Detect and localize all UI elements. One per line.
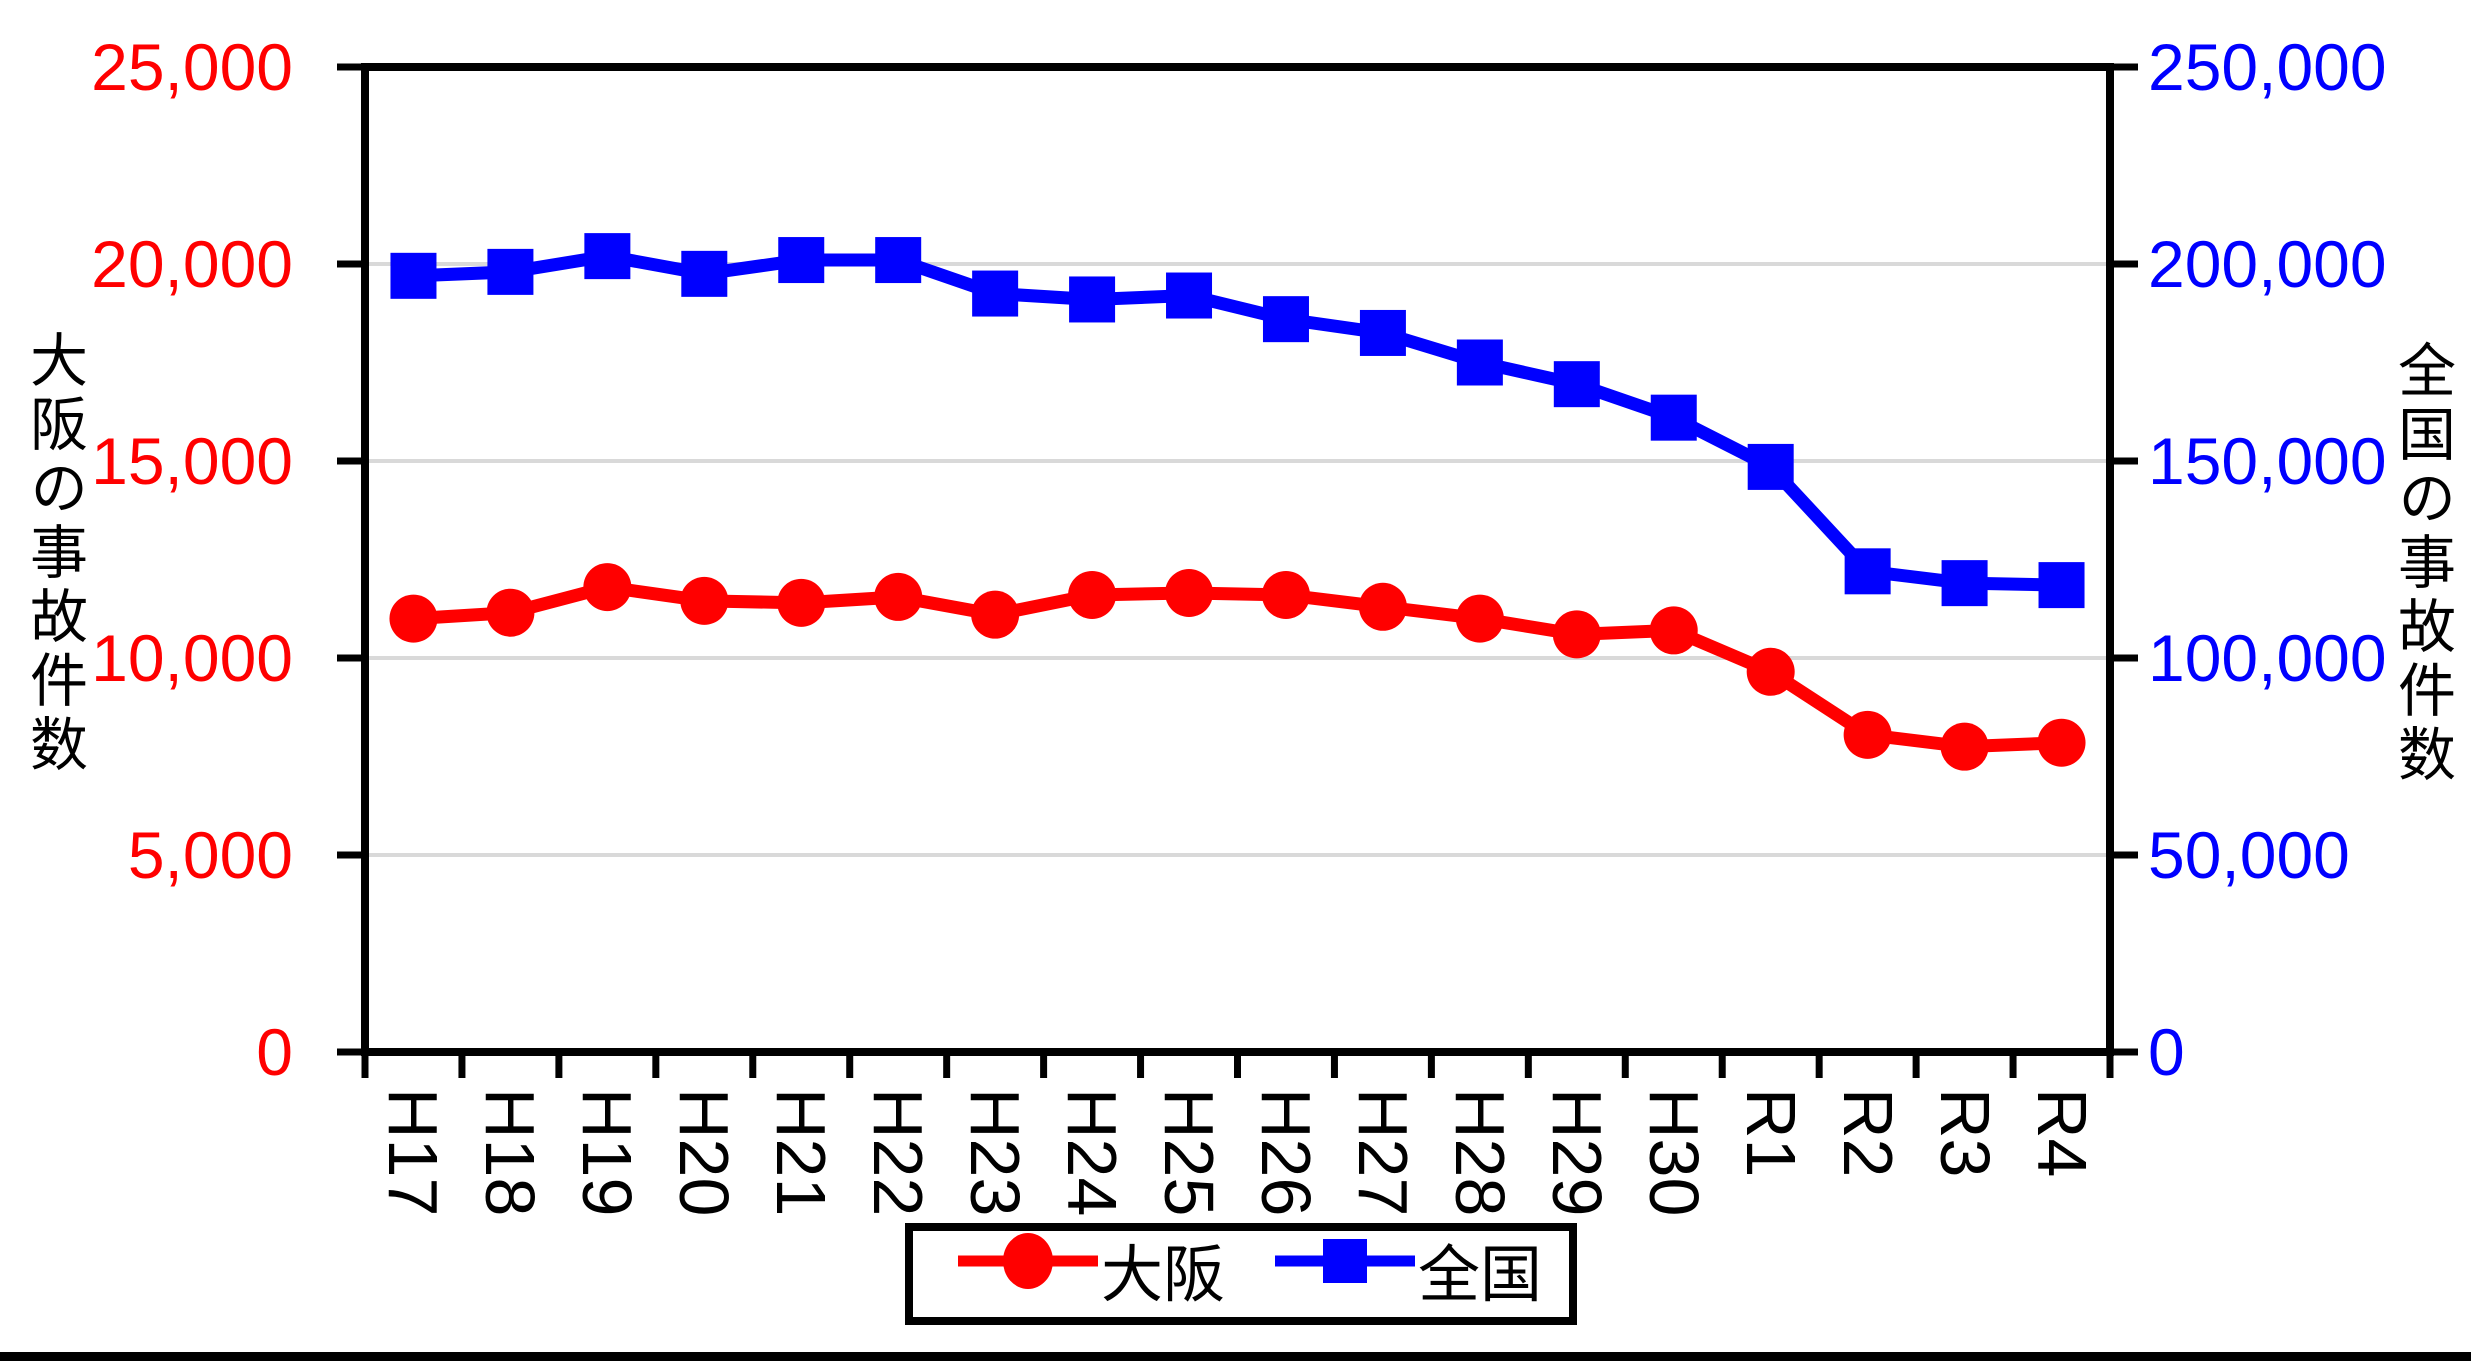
zenkoku-square-marker (1262, 296, 1309, 343)
osaka-circle-marker (1649, 606, 1698, 655)
x-axis-tick-label: H28 (1440, 1088, 1519, 1217)
osaka-circle-marker (1843, 710, 1892, 759)
series-line-osaka (413, 580, 2062, 754)
zenkoku-square-marker (390, 252, 437, 299)
osaka-circle-marker (1455, 594, 1504, 643)
x-axis-tick-label: R3 (1925, 1088, 2004, 1178)
x-axis-tick-label: H29 (1537, 1088, 1616, 1217)
zenkoku-square-marker (1747, 443, 1794, 490)
zenkoku-square-marker (584, 233, 631, 280)
zenkoku-square-marker (1650, 394, 1697, 441)
osaka-circle-marker (1358, 582, 1407, 631)
osaka-circle-marker (486, 588, 535, 637)
x-axis-tick-label: H22 (859, 1088, 938, 1217)
zenkoku-square-marker (1844, 548, 1891, 595)
right-axis-tick-label: 200,000 (2148, 227, 2387, 301)
x-axis-tick-label: H23 (956, 1088, 1035, 1217)
right-axis-tick-label: 0 (2148, 1015, 2185, 1089)
left-axis-title: 大阪の事故件数 (21, 330, 86, 778)
zenkoku-square-marker (875, 237, 922, 284)
zenkoku-line-square-marker-icon (1275, 1239, 1415, 1283)
x-axis-tick-label: H17 (374, 1088, 453, 1217)
left-axis-tick-label: 10,000 (91, 621, 293, 695)
osaka-circle-marker (777, 578, 826, 627)
osaka-circle-marker (1068, 570, 1117, 619)
x-axis-tick-label: H21 (762, 1088, 841, 1217)
osaka-circle-marker (1261, 570, 1310, 619)
osaka-line-circle-marker-icon (958, 1233, 1098, 1289)
right-axis-tick-label: 100,000 (2148, 621, 2387, 695)
legend: 大阪 全国 (905, 1223, 1577, 1325)
left-axis-tick-label: 5,000 (127, 818, 293, 892)
legend-label-osaka: 大阪 (1101, 1241, 1226, 1310)
osaka-circle-marker (583, 563, 632, 612)
x-axis-tick-label: H30 (1634, 1088, 1713, 1217)
osaka-circle-marker (874, 572, 923, 621)
left-axis-tick-label: 25,000 (91, 30, 293, 104)
x-axis-tick-label: H19 (568, 1088, 647, 1217)
series-line-zenkoku (413, 249, 2062, 592)
zenkoku-square-marker (1456, 339, 1503, 386)
zenkoku-square-marker (972, 270, 1019, 317)
zenkoku-square-marker (1941, 560, 1988, 607)
zenkoku-square-marker (681, 250, 728, 297)
osaka-circle-marker (389, 594, 438, 643)
zenkoku-square-marker (487, 248, 534, 295)
x-axis-tick-label: H25 (1150, 1088, 1229, 1217)
x-axis-tick-label: R2 (1828, 1088, 1907, 1178)
zenkoku-square-marker (1166, 272, 1213, 319)
osaka-circle-marker (971, 590, 1020, 639)
x-axis-tick-label: R1 (1731, 1088, 1810, 1178)
osaka-circle-marker (1165, 568, 1214, 617)
x-axis-tick-label: H24 (1053, 1088, 1132, 1217)
right-axis-tick-label: 50,000 (2148, 818, 2350, 892)
x-axis-tick-label: H20 (665, 1088, 744, 1217)
legend-label-zenkoku: 全国 (1418, 1241, 1543, 1310)
left-axis-tick-label: 15,000 (91, 424, 293, 498)
osaka-circle-marker (2037, 718, 2086, 767)
x-axis-tick-label: H26 (1246, 1088, 1325, 1217)
left-axis-tick-label: 0 (256, 1015, 293, 1089)
osaka-circle-marker (1552, 610, 1601, 659)
bottom-border-rule (0, 1352, 2471, 1361)
right-axis-title: 全国の事故件数 (2389, 340, 2454, 788)
x-axis-tick-label: R4 (2022, 1088, 2101, 1178)
right-axis-tick-label: 250,000 (2148, 30, 2387, 104)
zenkoku-square-marker (778, 237, 825, 284)
zenkoku-square-marker (1069, 276, 1116, 323)
zenkoku-square-marker (2038, 562, 2085, 609)
osaka-circle-marker (680, 576, 729, 625)
x-axis-tick-label: H27 (1343, 1088, 1422, 1217)
left-axis-tick-label: 20,000 (91, 227, 293, 301)
osaka-circle-marker (1746, 647, 1795, 696)
zenkoku-square-marker (1553, 361, 1600, 408)
x-axis-tick-label: H18 (471, 1088, 550, 1217)
right-axis-tick-label: 150,000 (2148, 424, 2387, 498)
zenkoku-square-marker (1359, 309, 1406, 356)
osaka-circle-marker (1940, 722, 1989, 771)
